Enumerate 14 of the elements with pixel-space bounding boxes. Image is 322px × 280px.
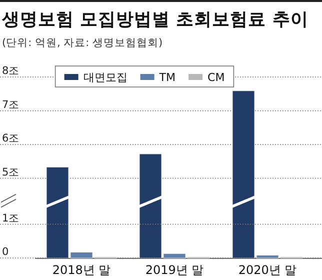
- x-tick-label: 2020년 말: [238, 263, 297, 277]
- y-tick-label: 1조: [2, 212, 20, 224]
- x-tick-label: 2019년 말: [145, 263, 204, 277]
- y-tick-label: 8조: [2, 65, 20, 77]
- legend-label: TM: [158, 71, 176, 84]
- y-tick-label: 6조: [2, 132, 20, 144]
- x-tick-label: 2018년 말: [52, 263, 111, 277]
- y-tick-label: 7조: [2, 98, 20, 111]
- y-tick-label: 5조: [2, 166, 20, 178]
- legend-label: CM: [208, 71, 225, 84]
- legend-label: 대면모집: [83, 71, 128, 84]
- chart-subtitle: (단위: 억원, 자료: 생명보험협회): [2, 37, 163, 49]
- y-tick-label: 0: [2, 246, 9, 258]
- chart-title: 생명보험 모집방법별 초회보험료 추이: [1, 10, 308, 30]
